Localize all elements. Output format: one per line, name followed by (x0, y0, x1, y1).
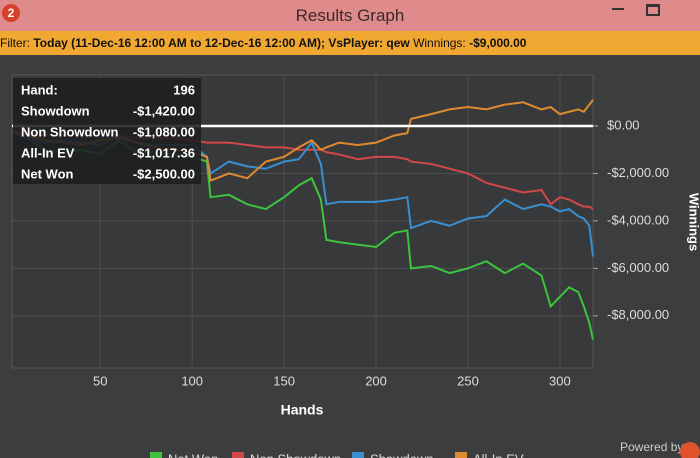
x-tick-label: 200 (365, 373, 387, 388)
x-tick-label: 150 (273, 373, 295, 388)
title-bar: 2 Results Graph (0, 0, 700, 31)
tooltip-key: Net Won (21, 166, 74, 181)
y-tick-label: -$2,000.00 (607, 165, 669, 180)
tooltip-value: 196 (173, 82, 195, 97)
tooltip-value: -$1,017.36 (133, 145, 195, 160)
x-tick-label: 250 (457, 373, 479, 388)
winnings-value: -$9,000.00 (469, 36, 527, 50)
y-tick-label: -$4,000.00 (607, 212, 669, 227)
y-axis-label: Winnings (687, 193, 700, 251)
tooltip-key: Showdown (21, 103, 90, 118)
tooltip: Hand: 196 Showdown -$1,420.00 Non Showdown -$… (13, 78, 201, 184)
legend-swatch (150, 452, 162, 458)
x-tick-label: 100 (181, 373, 203, 388)
legend-label: Showdown (370, 451, 434, 458)
window-title: Results Graph (295, 6, 405, 25)
filter-label: Filter: (0, 36, 30, 50)
tooltip-value: -$1,080.00 (133, 124, 195, 139)
legend-label: Net Won (168, 451, 218, 458)
powered-logo (680, 442, 700, 458)
legend-label: Non Showdown (250, 451, 341, 458)
tooltip-value: -$2,500.00 (133, 166, 195, 181)
y-tick-label: $0.00 (607, 117, 640, 132)
legend-label: All-In EV (473, 451, 524, 458)
filter-range: Today (11-Dec-16 12:00 AM to 12-Dec-16 1… (33, 36, 410, 50)
minimize-button[interactable] (612, 8, 624, 10)
app-icon: 2 (2, 4, 20, 22)
powered-by: Powered by (620, 440, 683, 454)
winnings-label: Winnings: (413, 36, 466, 50)
tooltip-key: Hand: (21, 82, 58, 97)
x-axis-label: Hands (281, 402, 324, 418)
tooltip-value: -$1,420.00 (133, 103, 195, 118)
y-tick-label: -$8,000.00 (607, 307, 669, 322)
y-tick-label: -$6,000.00 (607, 260, 669, 275)
filter-bar: Filter: Today (11-Dec-16 12:00 AM to 12-… (0, 31, 700, 55)
tooltip-key: Non Showdown (21, 124, 119, 139)
x-tick-label: 50 (93, 373, 107, 388)
tooltip-box (13, 78, 201, 184)
x-tick-label: 300 (549, 373, 571, 388)
maximize-button[interactable] (646, 4, 660, 16)
tooltip-key: All-In EV (21, 145, 75, 160)
legend-swatch (232, 452, 244, 458)
legend-swatch (352, 452, 364, 458)
legend-swatch (455, 452, 467, 458)
